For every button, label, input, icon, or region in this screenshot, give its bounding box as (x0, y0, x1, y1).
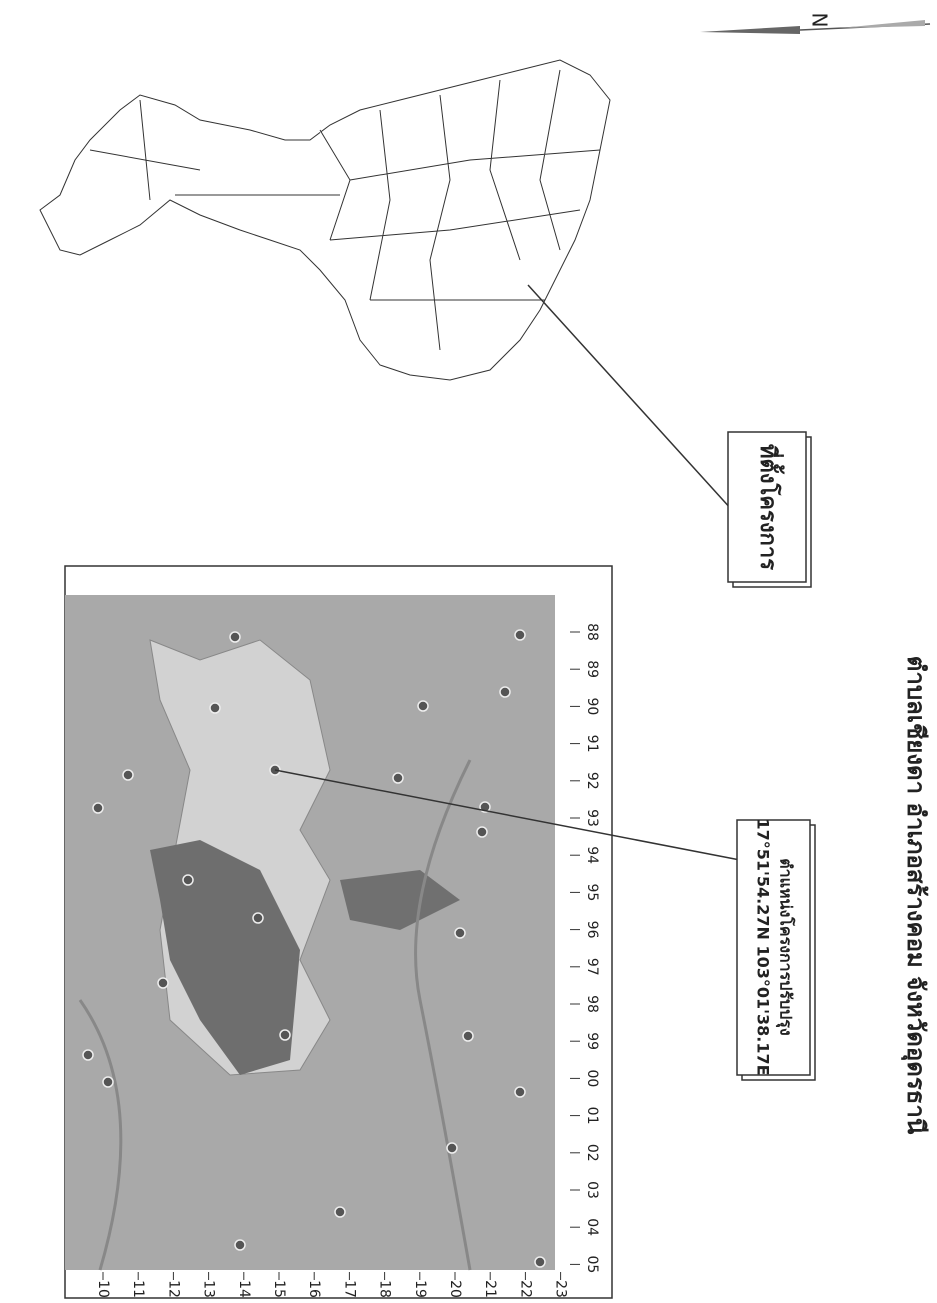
province-map (39, 59, 611, 381)
grid-label: 16 (306, 1280, 322, 1298)
map-marker (209, 702, 221, 714)
grid-label: 92 (584, 772, 600, 790)
map-marker (252, 912, 264, 924)
grid-label: 13 (201, 1280, 217, 1298)
grid-label: 95 (584, 883, 600, 901)
grid-label: 01 (584, 1107, 600, 1125)
map-marker (462, 1030, 474, 1042)
map-markers (82, 629, 546, 1268)
grid-label: 00 (584, 1069, 600, 1087)
grid-label: 97 (584, 958, 600, 976)
grid-label: 02 (584, 1144, 600, 1162)
grid-label: 05 (584, 1255, 600, 1273)
north-arrow: N (700, 13, 931, 34)
grid-label: 93 (584, 809, 600, 827)
grid-label: 10 (95, 1280, 111, 1298)
grid-label: 96 (584, 921, 600, 939)
grid-label: 98 (584, 995, 600, 1013)
grid-label: 88 (584, 623, 600, 641)
grid-label: 04 (584, 1218, 600, 1236)
grid-label: 19 (412, 1280, 428, 1298)
grid-label: 23 (553, 1280, 569, 1298)
grid-label: 03 (584, 1181, 600, 1199)
grid-label: 99 (584, 1032, 600, 1050)
page-title: ตำบลเชียงดา อำเภอสร้างคอม จังหวัดอุดรธาน… (900, 656, 930, 1135)
map-marker (499, 686, 511, 698)
map-marker (122, 769, 134, 781)
map-marker (454, 927, 466, 939)
map-marker (234, 1239, 246, 1251)
grid-label: 21 (482, 1280, 498, 1298)
callout-coordinates: 17°51'54.27N 103°01'38.17E (754, 818, 773, 1075)
grid-label: 94 (584, 846, 600, 864)
callout-box (736, 819, 811, 1076)
map-marker (514, 1086, 526, 1098)
north-label: N (808, 13, 832, 28)
map-marker (534, 1256, 546, 1268)
grid-label: 15 (271, 1280, 287, 1298)
map-marker (514, 629, 526, 641)
map-marker (279, 1029, 291, 1041)
detail-map (65, 595, 555, 1271)
map-marker (182, 874, 194, 886)
map-marker (229, 631, 241, 643)
grid-label: 22 (517, 1280, 533, 1298)
leader-line (274, 769, 741, 861)
callout-label: ตำแหน่งโครงการปรับปรุง (776, 858, 797, 1035)
map-marker (476, 826, 488, 838)
grid-label: 11 (130, 1280, 146, 1298)
grid-label: 91 (584, 735, 600, 753)
grid-label: 12 (165, 1280, 181, 1298)
grid-label: 18 (377, 1280, 393, 1298)
map-marker (392, 772, 404, 784)
grid-label: 14 (236, 1280, 252, 1298)
map-marker (334, 1206, 346, 1218)
callout-box (727, 431, 807, 583)
map-marker (157, 977, 169, 989)
grid-label: 89 (584, 660, 600, 678)
leader-line (527, 284, 733, 511)
callout-text: ที่ตั้งโครงการ (755, 444, 785, 570)
map-marker (82, 1049, 94, 1061)
grid-label: 20 (447, 1280, 463, 1298)
map-marker (102, 1076, 114, 1088)
map-marker (446, 1142, 458, 1154)
map-marker (92, 802, 104, 814)
grid-label: 90 (584, 697, 600, 715)
map-marker (417, 700, 429, 712)
grid-label: 17 (341, 1280, 357, 1298)
